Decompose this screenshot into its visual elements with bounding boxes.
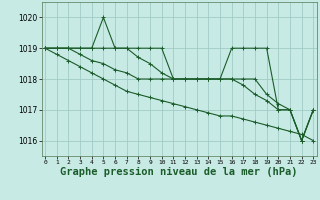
X-axis label: Graphe pression niveau de la mer (hPa): Graphe pression niveau de la mer (hPa) xyxy=(60,167,298,177)
